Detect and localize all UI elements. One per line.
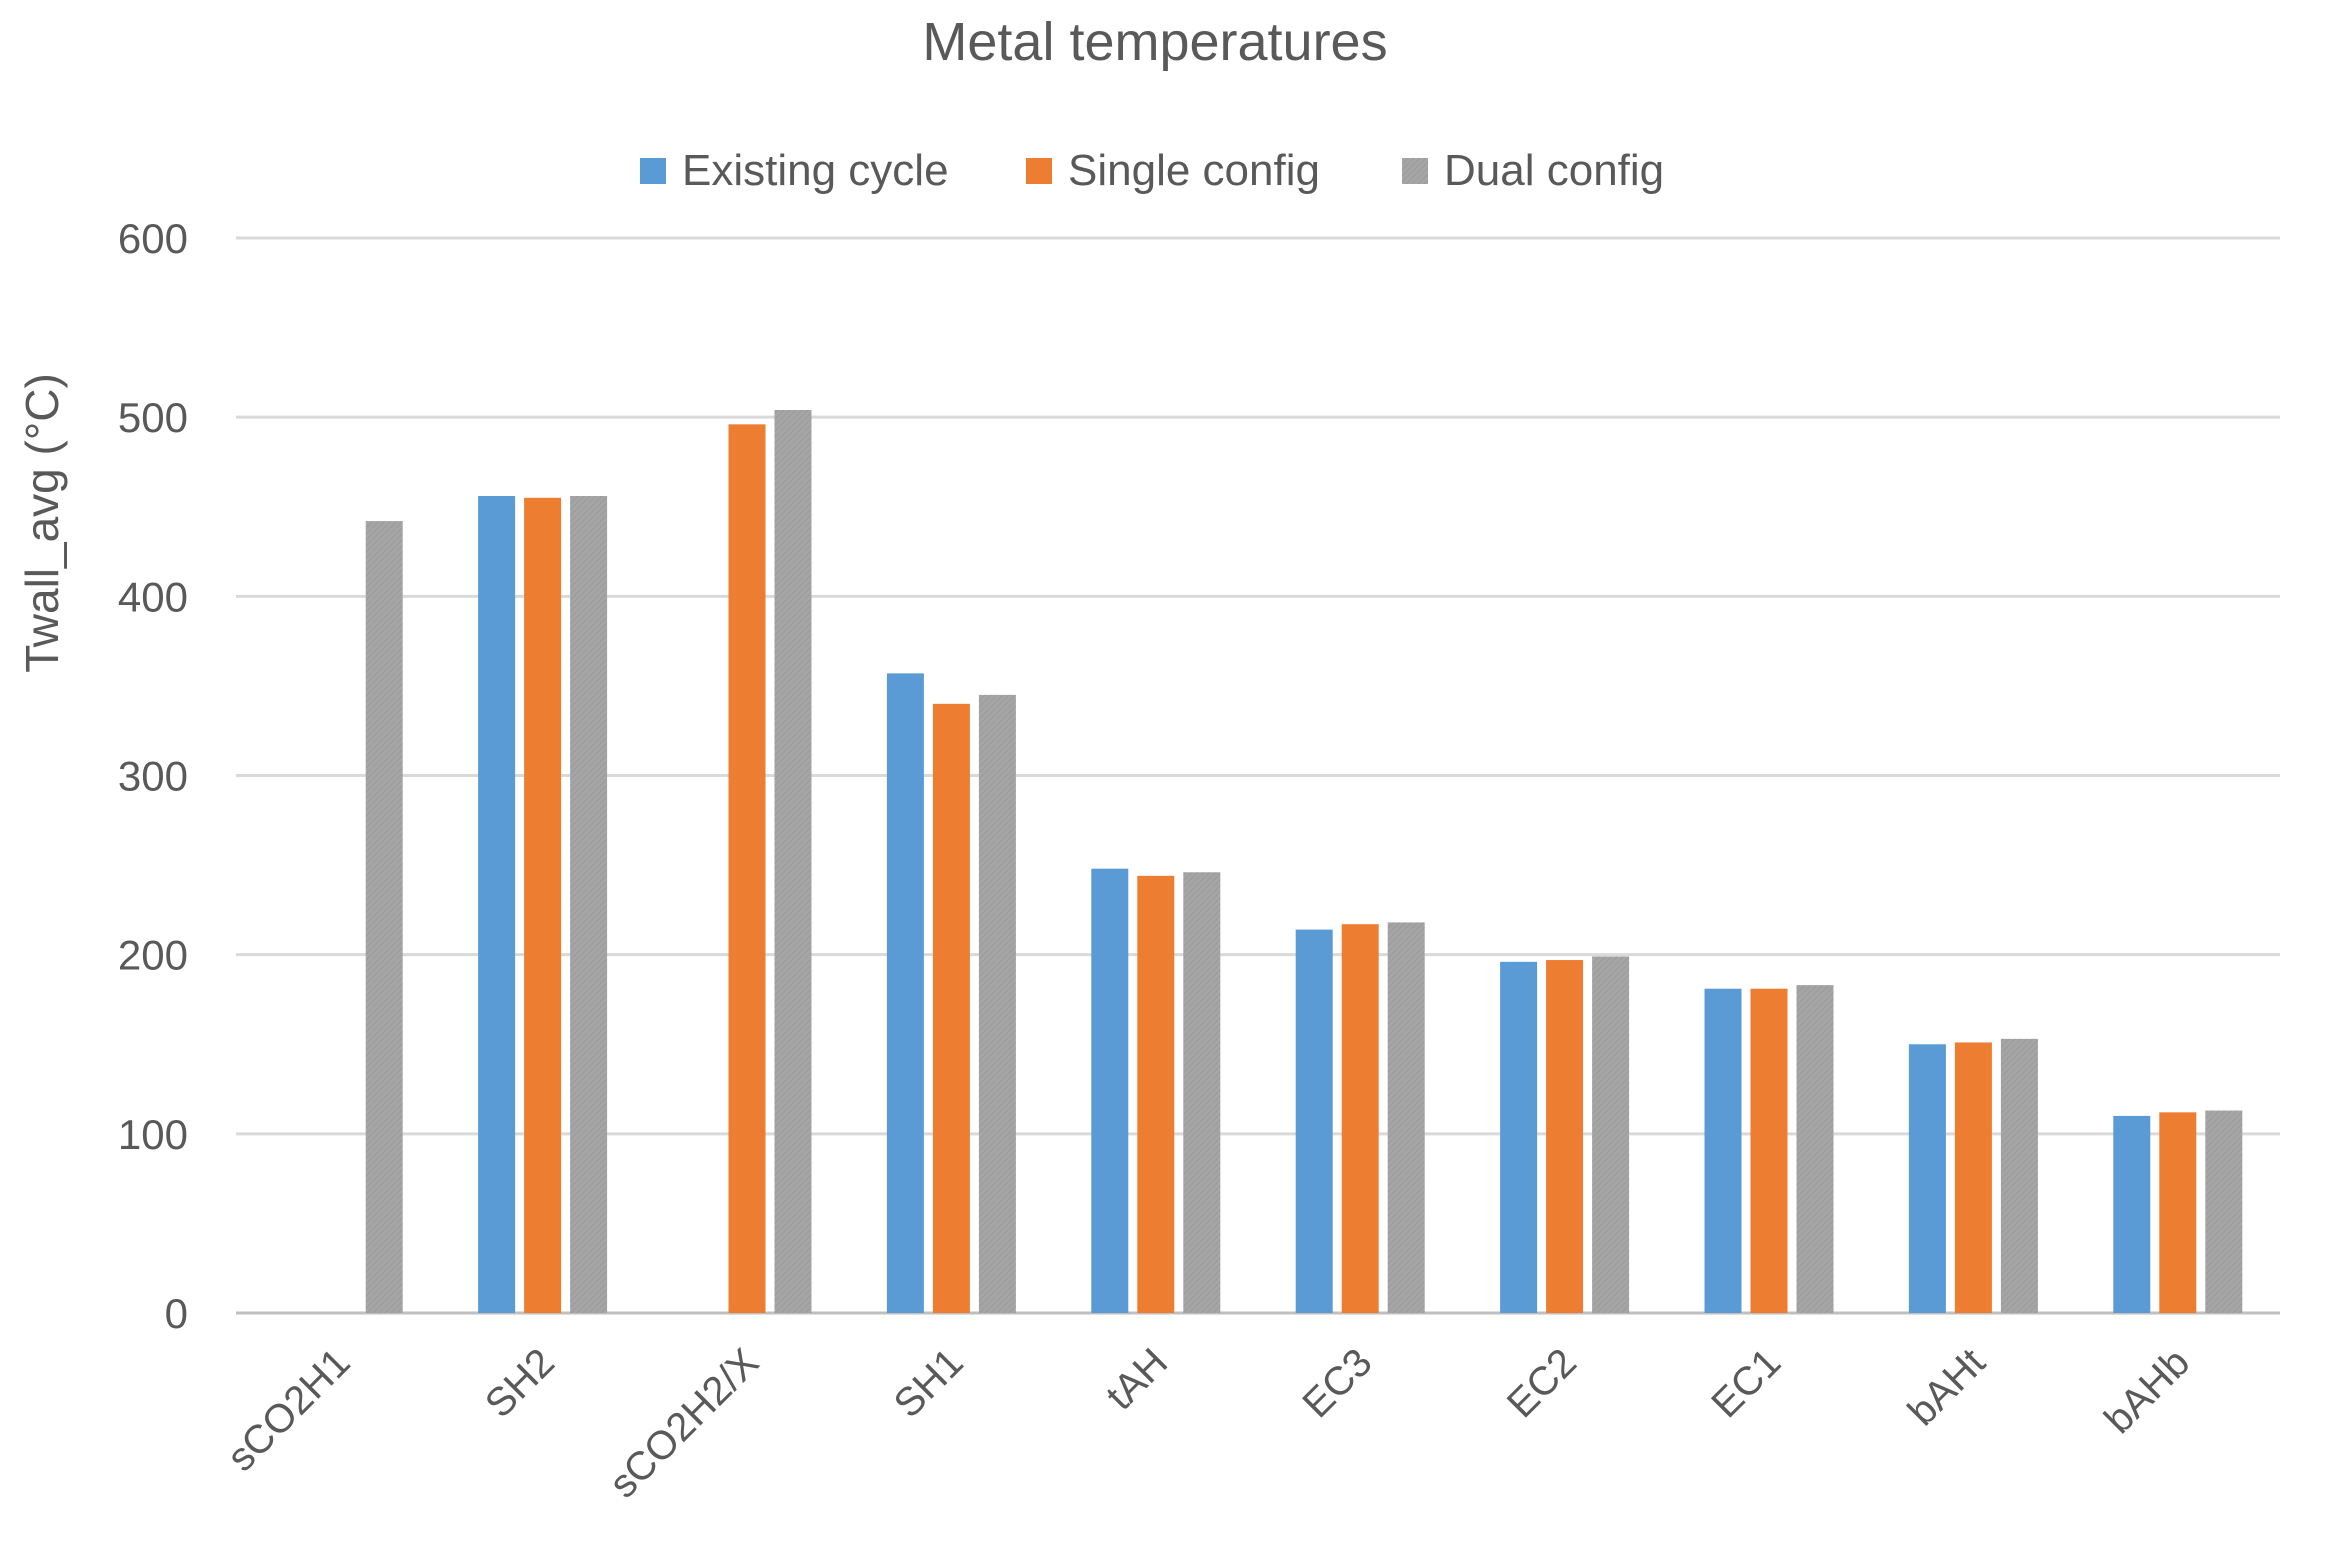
bar-dual-config: [2000, 1038, 2038, 1313]
bar-dual-config: [1796, 985, 1834, 1313]
x-tick-label: EC1: [1703, 1340, 1789, 1426]
bar-single-config: [1750, 988, 1788, 1313]
bar-dual-config: [1592, 956, 1630, 1313]
y-axis-label: Twall_avg (°C): [16, 373, 68, 673]
x-tick-label: tAH: [1098, 1340, 1176, 1418]
x-tick-label: SH1: [886, 1340, 972, 1426]
bar-single-config: [524, 497, 562, 1314]
bar-single-config: [1546, 960, 1584, 1313]
bar-existing-cycle: [1704, 988, 1742, 1313]
bar-existing-cycle: [1295, 929, 1333, 1313]
x-tick-label: bAHb: [2096, 1340, 2198, 1442]
bar-existing-cycle: [478, 496, 516, 1313]
bar-existing-cycle: [1908, 1044, 1946, 1313]
x-tick-label: EC3: [1294, 1340, 1380, 1426]
bar-existing-cycle: [1500, 961, 1538, 1313]
y-tick-label: 500: [118, 394, 188, 441]
y-tick-label: 200: [118, 932, 188, 979]
x-tick-label: sCO2H1: [219, 1340, 359, 1480]
x-tick-label: bAHt: [1900, 1340, 1994, 1434]
bar-single-config: [728, 424, 766, 1313]
legend-swatch: [1402, 158, 1428, 184]
x-tick-label: EC2: [1499, 1340, 1585, 1426]
bar-existing-cycle: [1091, 868, 1129, 1313]
y-axis-ticks: 0 100 200 300 400 500 600: [118, 215, 188, 1337]
bar-dual-config: [1183, 872, 1221, 1313]
bar-dual-config: [2205, 1110, 2243, 1313]
bar-single-config: [1137, 875, 1175, 1313]
legend-swatch: [1026, 158, 1052, 184]
bars: [365, 410, 2243, 1314]
bar-dual-config: [1387, 922, 1425, 1313]
y-tick-label: 600: [118, 215, 188, 262]
bar-single-config: [2159, 1112, 2197, 1313]
legend-swatch: [640, 158, 666, 184]
x-tick-label: SH2: [477, 1340, 563, 1426]
legend-label: Single config: [1068, 146, 1320, 195]
bar-single-config: [1341, 924, 1379, 1313]
legend-label: Dual config: [1444, 146, 1664, 195]
x-tick-label: sCO2H2/X: [601, 1340, 767, 1506]
bar-existing-cycle: [2113, 1115, 2151, 1313]
y-tick-label: 100: [118, 1111, 188, 1158]
bar-single-config: [932, 703, 970, 1313]
bar-dual-config: [365, 521, 403, 1313]
bar-dual-config: [978, 694, 1016, 1313]
bar-single-config: [1954, 1042, 1992, 1313]
bar-existing-cycle: [886, 673, 924, 1313]
legend-label: Existing cycle: [682, 146, 949, 195]
y-tick-label: 300: [118, 753, 188, 800]
bar-dual-config: [774, 410, 812, 1313]
y-tick-label: 400: [118, 573, 188, 620]
legend: Existing cycle Single config Dual config: [640, 146, 1664, 195]
chart-title: Metal temperatures: [922, 12, 1387, 72]
x-axis-ticks: sCO2H1 SH2 sCO2H2/X SH1 tAH EC3 EC2 EC1 bAHt bAHb: [219, 1340, 2198, 1506]
y-tick-label: 0: [165, 1290, 188, 1337]
bar-dual-config: [570, 496, 608, 1313]
